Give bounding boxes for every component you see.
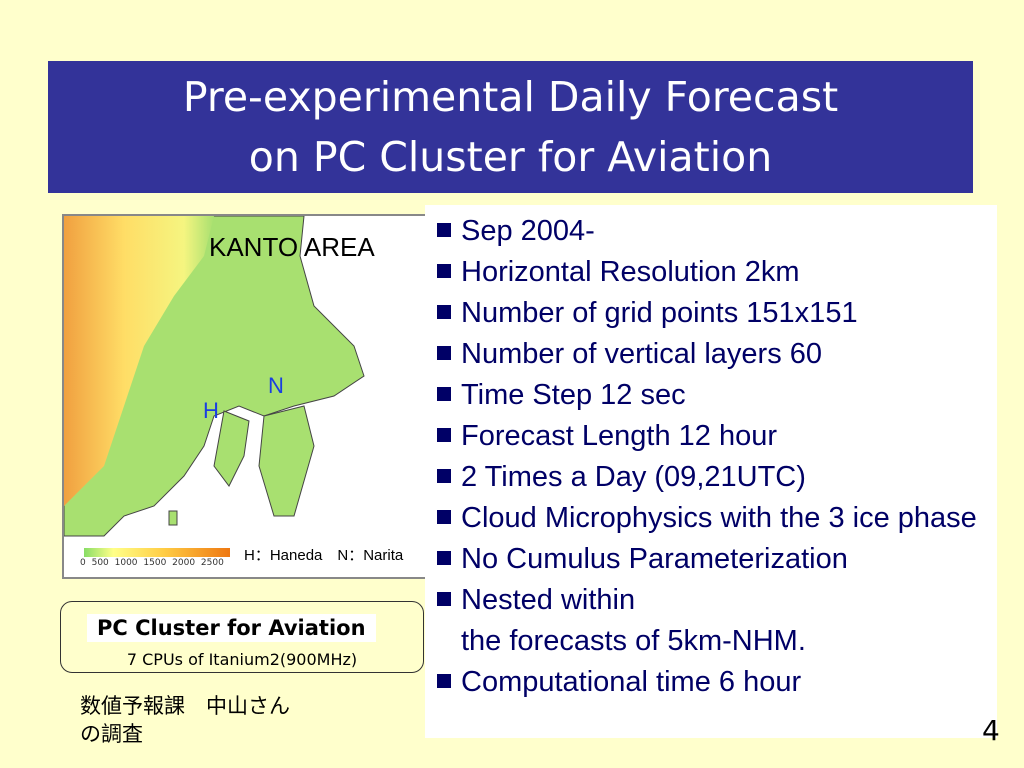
bullet-item: Nested within the forecasts of 5km-NHM. xyxy=(435,580,987,662)
square-bullet-icon xyxy=(437,469,451,483)
bullet-item: Computational time 6 hour xyxy=(435,662,987,703)
square-bullet-icon xyxy=(437,428,451,442)
slide-title: Pre-experimental Daily Forecast on PC Cl… xyxy=(48,61,973,193)
square-bullet-icon xyxy=(437,305,451,319)
square-bullet-icon xyxy=(437,223,451,237)
square-bullet-icon xyxy=(437,674,451,688)
bullet-item: 2 Times a Day (09,21UTC) xyxy=(435,457,987,498)
title-line-2: on PC Cluster for Aviation xyxy=(248,133,773,181)
square-bullet-icon xyxy=(437,592,451,606)
bullet-item: No Cumulus Parameterization xyxy=(435,539,987,580)
bullet-item: Time Step 12 sec xyxy=(435,375,987,416)
airport-legend: H：Haneda N：Narita xyxy=(244,547,404,564)
square-bullet-icon xyxy=(437,510,451,524)
cluster-name: PC Cluster for Aviation xyxy=(87,614,376,642)
cluster-spec: 7 CPUs of Itanium2(900MHz) xyxy=(126,650,358,669)
narita-marker: N xyxy=(268,373,284,398)
bullet-item: Horizontal Resolution 2km xyxy=(435,252,987,293)
note-line-1: 数値予報課 中山さん xyxy=(80,694,290,718)
elevation-legend-ticks: 0 500 1000 1500 2000 2500 xyxy=(80,558,224,568)
note-line-2: の調査 xyxy=(80,722,143,746)
bullet-list: Sep 2004- Horizontal Resolution 2km Numb… xyxy=(425,205,997,738)
bullet-item: Sep 2004- xyxy=(435,211,987,252)
terrain-map-image xyxy=(64,216,365,537)
pc-cluster-box: PC Cluster for Aviation 7 CPUs of Itaniu… xyxy=(60,601,424,673)
page-number: 4 xyxy=(982,714,1000,747)
square-bullet-icon xyxy=(437,387,451,401)
square-bullet-icon xyxy=(437,346,451,360)
title-line-1: Pre-experimental Daily Forecast xyxy=(182,73,839,121)
square-bullet-icon xyxy=(437,264,451,278)
haneda-marker: H xyxy=(203,398,219,423)
map-title: KANTO AREA xyxy=(209,232,375,262)
source-note: 数値予報課 中山さん の調査 xyxy=(80,692,290,748)
bullet-item: Cloud Microphysics with the 3 ice phase xyxy=(435,498,987,539)
elevation-legend-bar xyxy=(84,548,230,557)
bullet-item: Number of vertical layers 60 xyxy=(435,334,987,375)
bullet-item: Number of grid points 151x151 xyxy=(435,293,987,334)
kanto-map: KANTO AREA H N 0 500 1000 1500 2000 2500… xyxy=(62,214,428,579)
square-bullet-icon xyxy=(437,551,451,565)
bullet-item: Forecast Length 12 hour xyxy=(435,416,987,457)
